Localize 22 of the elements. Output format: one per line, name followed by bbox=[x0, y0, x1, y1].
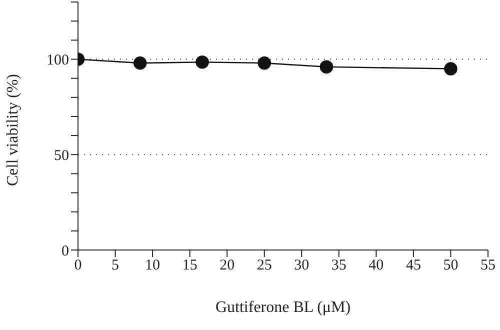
y-tick-label: 0 bbox=[62, 243, 69, 260]
x-tick-label: 10 bbox=[145, 258, 160, 274]
x-tick-label: 15 bbox=[182, 258, 198, 274]
x-tick-label: 5 bbox=[112, 258, 120, 274]
x-tick-label: 50 bbox=[443, 258, 458, 274]
x-tick-label: 0 bbox=[74, 258, 82, 274]
x-tick-label: 25 bbox=[256, 258, 272, 274]
x-tick-label: 40 bbox=[368, 258, 384, 274]
point bbox=[133, 56, 147, 70]
point bbox=[320, 60, 334, 74]
x-tick-label: 45 bbox=[406, 258, 421, 274]
point bbox=[258, 56, 272, 70]
x-axis-title: Guttiferone BL (μM) bbox=[215, 299, 351, 316]
x-tick-label: 20 bbox=[220, 258, 235, 274]
y-tick-label: 100 bbox=[46, 52, 69, 69]
y-axis-title: Cell viability (%) bbox=[4, 74, 22, 186]
point bbox=[444, 62, 458, 76]
x-tick-label: 55 bbox=[480, 258, 496, 274]
y-tick-label: 50 bbox=[54, 148, 69, 164]
x-tick-label: 35 bbox=[331, 258, 346, 274]
point bbox=[196, 55, 209, 69]
x-tick-label: 30 bbox=[294, 258, 310, 274]
